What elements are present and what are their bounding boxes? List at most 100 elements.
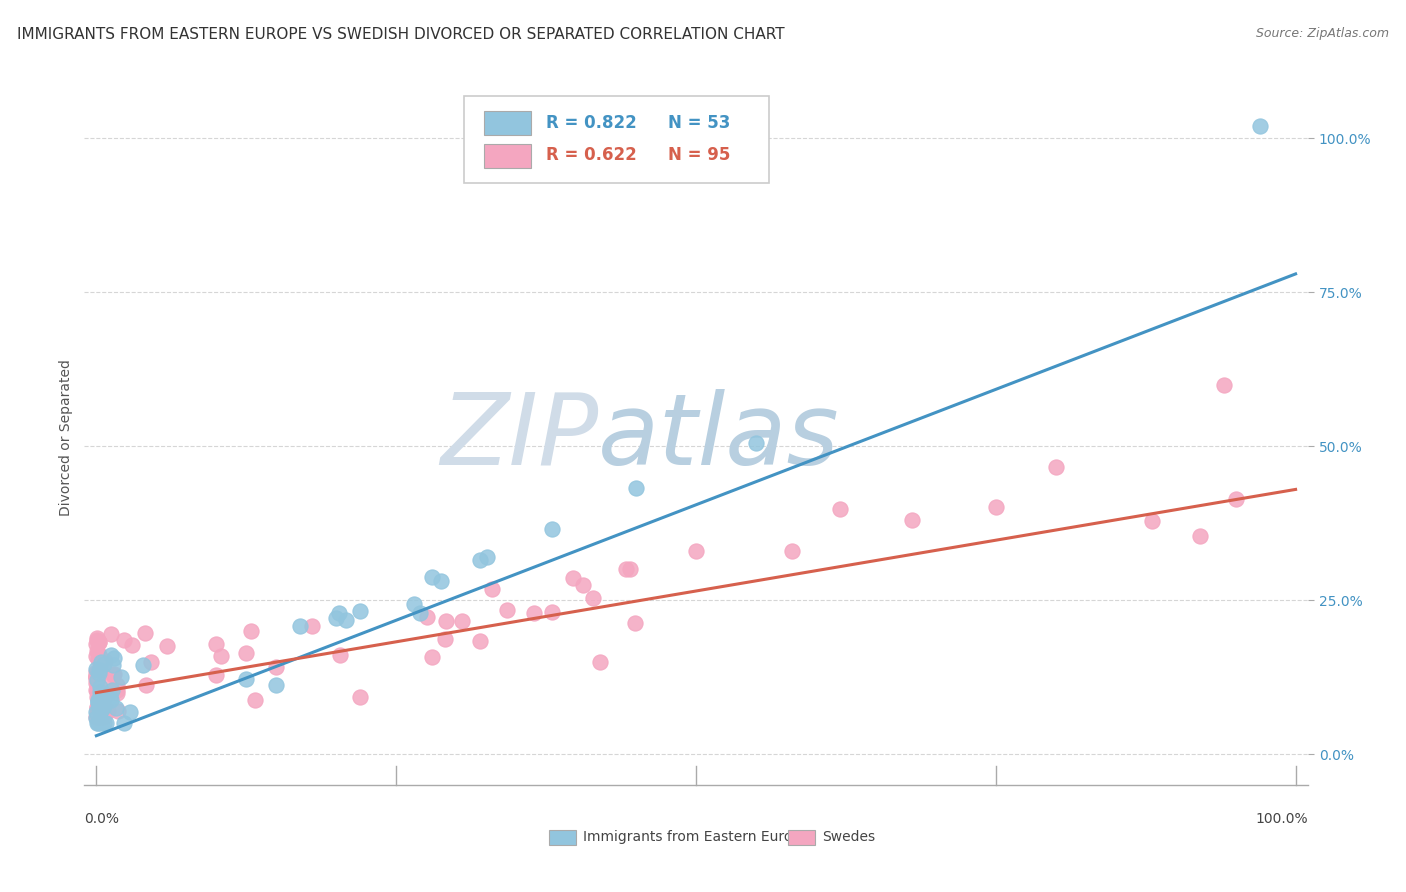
Point xyxy=(101,658,124,673)
Text: R = 0.822: R = 0.822 xyxy=(546,113,637,132)
Point xyxy=(1249,119,1271,133)
Point xyxy=(91,701,114,715)
Point xyxy=(87,716,110,731)
Point xyxy=(404,597,426,611)
Point xyxy=(329,648,352,662)
Point xyxy=(93,654,115,668)
Point xyxy=(103,651,125,665)
Point xyxy=(240,624,263,638)
Point xyxy=(94,716,117,731)
Point xyxy=(434,615,457,629)
Point xyxy=(86,710,108,724)
Point xyxy=(90,716,112,731)
Point xyxy=(100,648,122,662)
Point xyxy=(105,683,128,698)
Point xyxy=(86,632,108,646)
Point xyxy=(93,657,115,671)
Point xyxy=(105,700,128,714)
Point xyxy=(205,668,228,682)
Point xyxy=(86,672,108,686)
Point xyxy=(86,665,108,680)
Point xyxy=(86,710,108,724)
Point xyxy=(118,705,141,719)
Point xyxy=(90,687,112,701)
Point xyxy=(121,638,143,652)
Point xyxy=(112,632,135,647)
Point xyxy=(87,695,110,709)
Point xyxy=(86,705,108,719)
Point xyxy=(156,639,179,653)
Point xyxy=(100,682,122,697)
Text: IMMIGRANTS FROM EASTERN EUROPE VS SWEDISH DIVORCED OR SEPARATED CORRELATION CHAR: IMMIGRANTS FROM EASTERN EUROPE VS SWEDIS… xyxy=(17,27,785,42)
Point xyxy=(828,502,851,516)
Point xyxy=(96,690,118,704)
Text: Source: ZipAtlas.com: Source: ZipAtlas.com xyxy=(1256,27,1389,40)
Point xyxy=(685,543,707,558)
Point xyxy=(901,513,924,527)
Point xyxy=(97,704,120,718)
Point xyxy=(89,661,111,675)
Point xyxy=(780,544,803,558)
Point xyxy=(86,707,108,722)
Point xyxy=(624,481,647,495)
Point xyxy=(93,698,115,713)
Point xyxy=(541,605,564,619)
Point xyxy=(243,693,266,707)
Point xyxy=(420,650,443,665)
Point xyxy=(475,549,498,564)
Point xyxy=(86,670,108,684)
Point xyxy=(86,633,108,648)
Point xyxy=(86,701,108,715)
Point xyxy=(1188,529,1211,543)
Point xyxy=(1045,460,1067,475)
Point xyxy=(264,677,287,691)
Point xyxy=(451,614,474,628)
Point xyxy=(87,650,110,665)
Point xyxy=(349,690,371,704)
Point xyxy=(1212,377,1234,392)
Point xyxy=(93,710,115,724)
Text: Immigrants from Eastern Europe: Immigrants from Eastern Europe xyxy=(583,830,810,844)
Point xyxy=(86,675,108,690)
Point xyxy=(89,635,111,649)
Point xyxy=(87,699,110,714)
Point xyxy=(614,562,637,576)
Point xyxy=(89,666,111,681)
Point xyxy=(105,686,128,700)
Text: atlas: atlas xyxy=(598,389,839,485)
Point xyxy=(429,574,451,588)
Point xyxy=(205,637,228,651)
Point xyxy=(86,684,108,698)
Text: ZIP: ZIP xyxy=(440,389,598,485)
Point xyxy=(86,635,108,649)
Point xyxy=(335,613,357,627)
Point xyxy=(89,685,111,699)
Point xyxy=(1140,514,1163,528)
Point xyxy=(468,634,491,648)
Point xyxy=(86,711,108,725)
Point xyxy=(264,660,287,674)
Point xyxy=(87,648,110,662)
Point xyxy=(112,716,135,731)
Point xyxy=(89,704,111,718)
Text: N = 53: N = 53 xyxy=(668,113,730,132)
Point xyxy=(541,522,564,536)
Text: N = 95: N = 95 xyxy=(668,146,730,164)
Point xyxy=(468,553,491,567)
FancyBboxPatch shape xyxy=(484,112,531,135)
Point xyxy=(89,635,111,649)
Point xyxy=(572,578,595,592)
Point xyxy=(235,646,257,660)
Point xyxy=(349,604,371,618)
Point xyxy=(103,667,125,681)
Point xyxy=(100,676,122,690)
Point xyxy=(86,673,108,687)
FancyBboxPatch shape xyxy=(464,96,769,183)
Point xyxy=(87,693,110,707)
Point xyxy=(328,607,350,621)
Y-axis label: Divorced or Separated: Divorced or Separated xyxy=(59,359,73,516)
Point xyxy=(86,662,108,676)
Point xyxy=(86,665,108,680)
Point xyxy=(103,666,125,681)
Text: 100.0%: 100.0% xyxy=(1256,813,1308,826)
